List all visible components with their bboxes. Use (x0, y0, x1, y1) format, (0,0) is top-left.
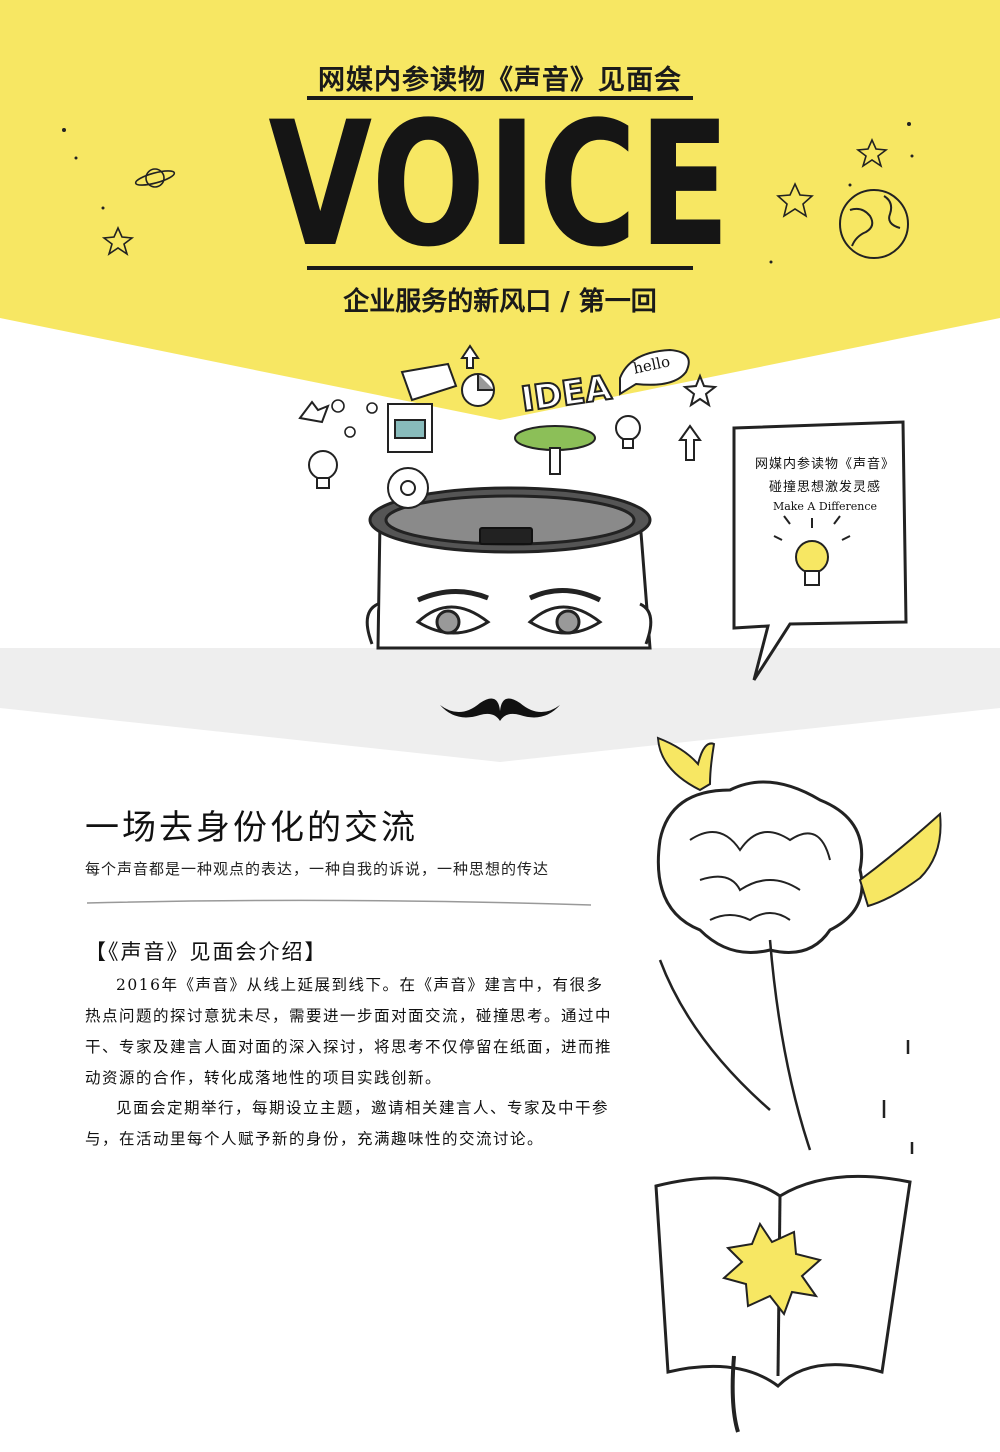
pie-chart-icon (461, 373, 495, 407)
world-badge-icon (400, 362, 458, 402)
flower-icon (331, 399, 378, 438)
keyboard-icon (479, 527, 533, 545)
bubble-line-title: 网媒内参读物《声音》 (754, 457, 895, 472)
bubble-line-english: Make A Difference (772, 500, 878, 513)
globe-icon (839, 189, 909, 259)
voice-title: VOICE (268, 84, 732, 285)
bubble-line-slogan: 碰撞思想激发灵感 (768, 480, 881, 495)
intro-title: 【《声音》见面会介绍】 (85, 940, 328, 964)
mustache-icon (440, 698, 560, 721)
brain-illustration (656, 780, 864, 954)
burst-icon (721, 1221, 823, 1317)
sparkle-icon (769, 122, 914, 264)
book-icon (387, 403, 433, 453)
event-subtitle: 网媒内参读物《声音》见面会 (318, 65, 682, 96)
section-heading: 一场去身份化的交流 (85, 808, 418, 848)
wing-icon (656, 736, 942, 908)
star-icon (101, 226, 135, 256)
star-icon (682, 373, 718, 408)
arrow-icon (298, 344, 702, 461)
event-tagline: 企业服务的新风口 / 第一回 (343, 287, 657, 317)
divider-line (86, 899, 592, 906)
sparkle-icon (62, 128, 105, 210)
tree-icon (514, 425, 596, 475)
bulb-icon (308, 415, 641, 489)
title-bottom-rule (307, 266, 693, 270)
gear-icon (387, 467, 429, 509)
star-icon (776, 138, 889, 218)
section-subheading: 每个声音都是一种观点的表达，一种自我的诉说，一种思想的传达 (85, 860, 550, 878)
head-illustration (365, 486, 653, 650)
intro-paragraph: 2016年《声音》从线上延展到线下。在《声音》建言中，有很多热点问题的探讨意犹未… (85, 976, 613, 1087)
hello-speech-icon (619, 348, 690, 396)
gray-chevron-band (0, 648, 1000, 762)
lightbulb-icon (773, 515, 851, 586)
planet-icon (134, 168, 176, 188)
title-top-rule (307, 96, 693, 100)
motion-line-icon (658, 939, 914, 1154)
yellow-header-band (0, 0, 1000, 420)
intro-paragraph: 见面会定期举行，每期设立主题，邀请相关建言人、专家及中干参与，在活动里每个人赋予… (85, 1099, 610, 1148)
eye-icon (415, 587, 603, 635)
